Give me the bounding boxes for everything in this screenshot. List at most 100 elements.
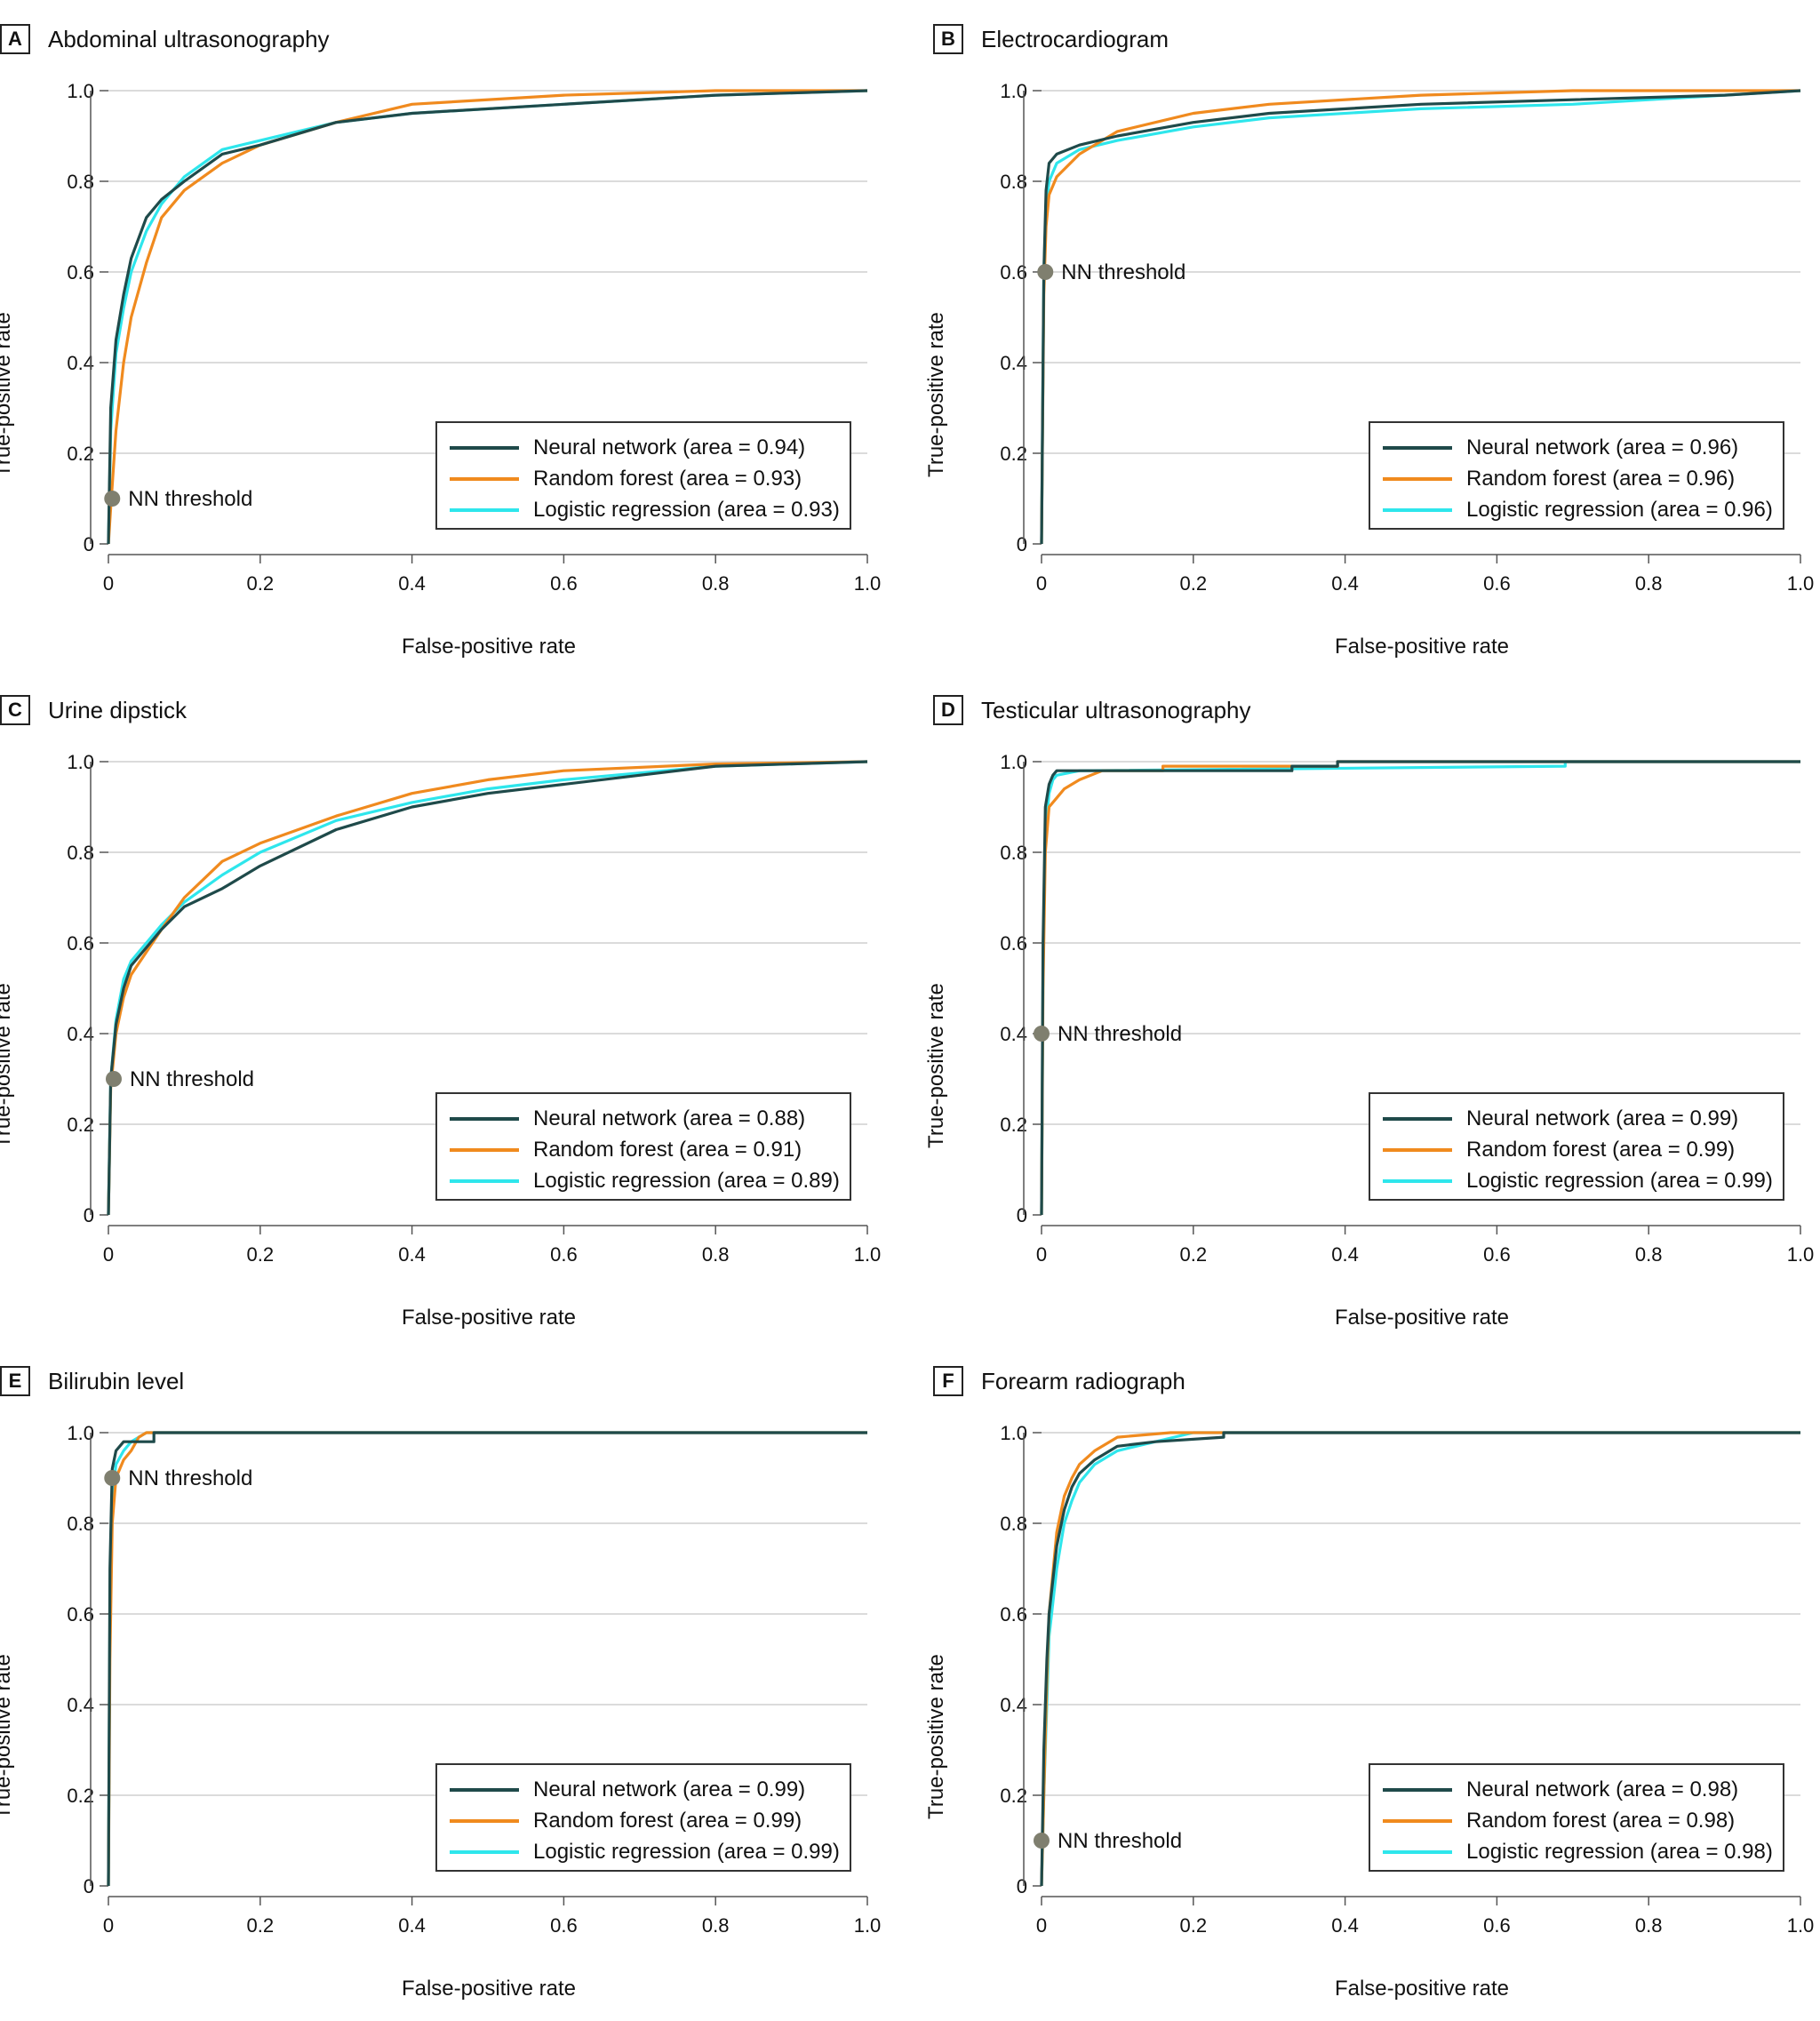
roc-plot: 0 0.2 0.4 0.6 0.8 1.0 0 0.2 0.4 0.6 0.8 1.0 NN thres… <box>67 1422 882 1937</box>
legend: Neural network (area = 0.88) Random fore… <box>435 1092 851 1201</box>
panel-letter: D <box>933 695 963 725</box>
legend-swatch-random-forest <box>450 1818 519 1823</box>
x-tick-label: 0.4 <box>1331 1243 1359 1266</box>
x-tick-label: 0.6 <box>1483 1914 1511 1937</box>
nn-threshold-marker <box>104 491 121 507</box>
y-tick-label: 0.2 <box>67 443 94 465</box>
y-tick-label: 0.8 <box>67 171 94 193</box>
x-tick-label: 0 <box>1036 572 1047 595</box>
legend-swatch-random-forest <box>450 1147 519 1152</box>
nn-threshold-marker <box>1037 264 1054 280</box>
legend-label: Neural network (area = 0.96) <box>1466 435 1739 459</box>
legend-swatch-neural-network <box>450 1116 519 1121</box>
x-tick-label: 0.6 <box>550 1243 578 1266</box>
x-axis-label: False-positive rate <box>401 1306 577 1330</box>
x-tick-label: 0.8 <box>1635 1914 1663 1937</box>
legend-label: Logistic regression (area = 0.89) <box>533 1168 840 1193</box>
legend-label: Neural network (area = 0.98) <box>1466 1777 1739 1801</box>
x-tick-label: 0.8 <box>702 1914 730 1937</box>
y-tick-label: 0.6 <box>67 261 94 284</box>
x-axis-label: False-positive rate <box>1334 635 1510 659</box>
roc-plot: 0 0.2 0.4 0.6 0.8 1.0 0 0.2 0.4 0.6 0.8 1.0 NN thres… <box>1000 1422 1814 1937</box>
y-tick-label: 0 <box>84 533 94 555</box>
nn-threshold-marker <box>1034 1026 1050 1042</box>
legend-swatch-neural-network <box>1383 445 1452 450</box>
y-axis-label: True-positive rate <box>0 1654 15 1819</box>
legend-item-logistic-regression: Logistic regression (area = 0.93) <box>450 494 850 525</box>
y-tick-label: 0.6 <box>67 1603 94 1626</box>
legend-item-neural-network: Neural network (area = 0.99) <box>1383 1103 1783 1134</box>
panel-letter: B <box>933 24 963 54</box>
x-tick-label: 0.8 <box>1635 572 1663 595</box>
x-tick-label: 0.4 <box>1331 572 1359 595</box>
legend-label: Logistic regression (area = 0.93) <box>533 497 840 522</box>
x-tick-label: 0.6 <box>550 1914 578 1937</box>
legend: Neural network (area = 0.98) Random fore… <box>1369 1763 1784 1872</box>
y-tick-label: 0 <box>1017 533 1027 555</box>
legend-label: Neural network (area = 0.88) <box>533 1106 806 1130</box>
y-tick-label: 0.8 <box>67 842 94 864</box>
y-tick-label: 0.6 <box>67 932 94 955</box>
legend-label: Logistic regression (area = 0.96) <box>1466 497 1773 522</box>
x-tick-label: 0 <box>103 1914 114 1937</box>
x-tick-label: 0.2 <box>1180 1243 1208 1266</box>
chart-panel-e: 0 0.2 0.4 0.6 0.8 1.0 0 0.2 0.4 0.6 0.8 1.0 NN thres… <box>0 1363 915 2021</box>
y-tick-label: 1.0 <box>67 1422 94 1444</box>
legend-item-logistic-regression: Logistic regression (area = 0.99) <box>450 1836 850 1867</box>
panel-letter: C <box>0 695 30 725</box>
y-tick-label: 0.6 <box>1000 261 1027 284</box>
series-line-neural-network <box>107 760 868 1216</box>
y-tick-label: 1.0 <box>1000 751 1027 773</box>
series-line-neural-network <box>1040 760 1800 1216</box>
x-tick-label: 0 <box>1036 1243 1047 1266</box>
legend-swatch-random-forest <box>1383 476 1452 481</box>
y-tick-label: 0.4 <box>67 1023 94 1045</box>
y-tick-label: 0.4 <box>1000 352 1027 374</box>
y-axis-label: True-positive rate <box>0 983 15 1148</box>
x-tick-label: 1.0 <box>854 1914 882 1937</box>
x-axis-label: False-positive rate <box>1334 1977 1510 2001</box>
chart-panel-f: 0 0.2 0.4 0.6 0.8 1.0 0 0.2 0.4 0.6 0.8 1.0 NN thres… <box>924 1363 1820 2021</box>
panel-header: B Electrocardiogram <box>933 21 1169 57</box>
legend-swatch-logistic-regression <box>1383 1849 1452 1854</box>
legend-swatch-neural-network <box>1383 1787 1452 1792</box>
panel-title: Electrocardiogram <box>981 25 1169 52</box>
x-tick-label: 0.6 <box>550 572 578 595</box>
x-tick-label: 0 <box>103 572 114 595</box>
y-tick-label: 0.4 <box>67 1694 94 1716</box>
chart-panel-c: 0 0.2 0.4 0.6 0.8 1.0 0 0.2 0.4 0.6 0.8 1.0 NN thres… <box>0 692 915 1350</box>
panel-title: Testicular ultrasonography <box>981 696 1251 723</box>
x-tick-label: 0 <box>103 1243 114 1266</box>
y-tick-label: 1.0 <box>1000 80 1027 102</box>
legend-item-random-forest: Random forest (area = 0.93) <box>450 463 850 494</box>
nn-threshold-label: NN threshold <box>128 1466 252 1490</box>
y-tick-label: 0.4 <box>1000 1694 1027 1716</box>
y-tick-label: 0.2 <box>67 1114 94 1136</box>
y-axis-label: True-positive rate <box>924 1654 948 1819</box>
legend-label: Random forest (area = 0.98) <box>1466 1808 1736 1833</box>
roc-plot: 0 0.2 0.4 0.6 0.8 1.0 0 0.2 0.4 0.6 0.8 1.0 NN thres… <box>67 80 881 595</box>
panel-header: F Forearm radiograph <box>933 1363 1185 1399</box>
x-tick-label: 0.2 <box>247 572 275 595</box>
legend: Neural network (area = 0.99) Random fore… <box>1369 1092 1784 1201</box>
legend-swatch-random-forest <box>1383 1147 1452 1152</box>
legend-item-logistic-regression: Logistic regression (area = 0.98) <box>1383 1836 1783 1867</box>
roc-plot: 0 0.2 0.4 0.6 0.8 1.0 0 0.2 0.4 0.6 0.8 1.0 NN thres… <box>67 751 881 1266</box>
x-tick-label: 1.0 <box>1787 1243 1815 1266</box>
roc-plot: 0 0.2 0.4 0.6 0.8 1.0 0 0.2 0.4 0.6 0.8 1.0 NN thres… <box>1000 751 1815 1266</box>
x-tick-label: 0.6 <box>1483 1243 1511 1266</box>
panel-title: Bilirubin level <box>48 1367 185 1394</box>
panel-title: Urine dipstick <box>48 696 188 723</box>
series-line-neural-network <box>1040 1431 1800 1887</box>
x-tick-label: 0.2 <box>1180 1914 1208 1937</box>
y-axis-label: True-positive rate <box>924 312 948 477</box>
legend-swatch-neural-network <box>1383 1116 1452 1121</box>
panel-header: C Urine dipstick <box>0 692 187 728</box>
y-tick-label: 0.4 <box>67 352 94 374</box>
legend-label: Random forest (area = 0.93) <box>533 466 802 491</box>
x-tick-label: 0.4 <box>1331 1914 1359 1937</box>
legend-label: Logistic regression (area = 0.98) <box>1466 1839 1773 1864</box>
legend-label: Logistic regression (area = 0.99) <box>533 1839 840 1864</box>
x-tick-label: 0 <box>1036 1914 1047 1937</box>
y-tick-label: 0.2 <box>1000 1785 1027 1807</box>
